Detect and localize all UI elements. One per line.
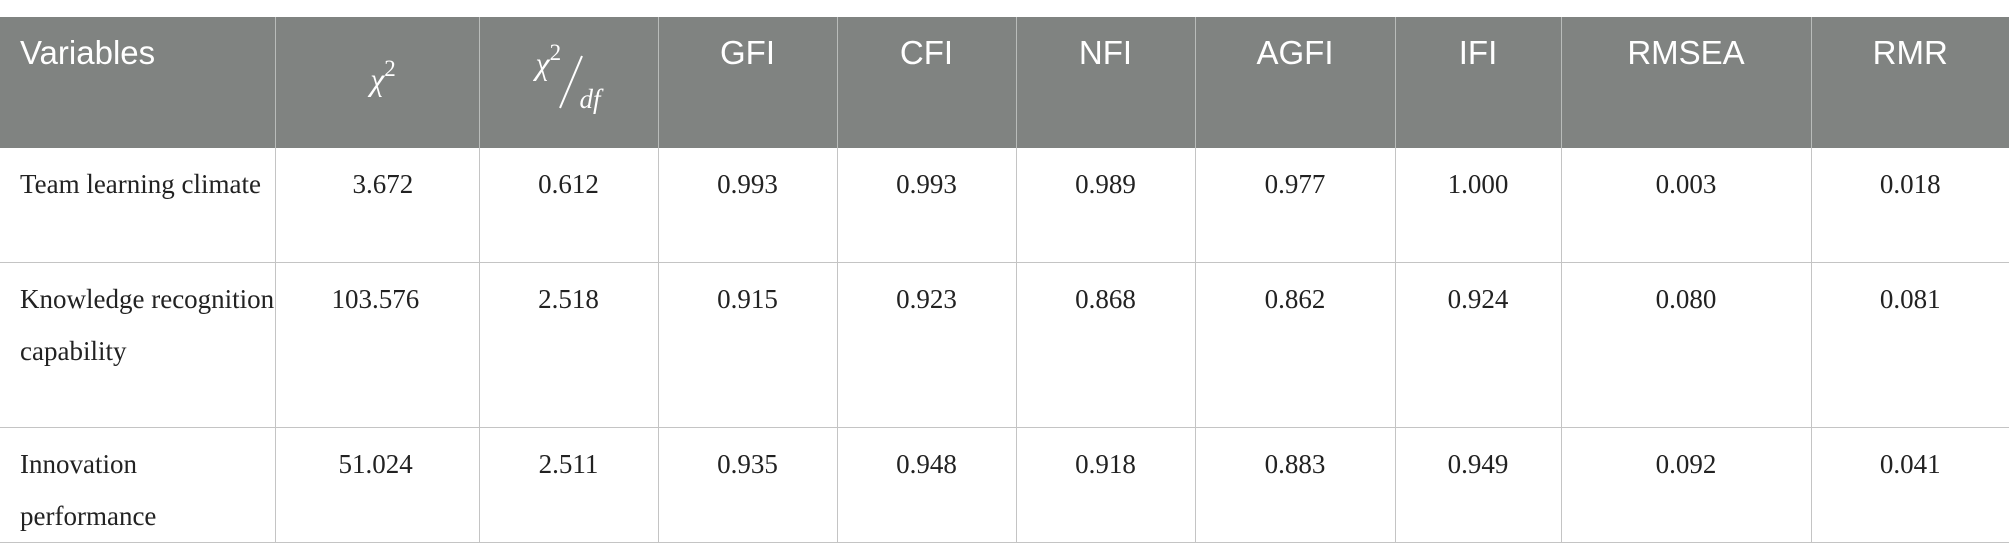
table-row: Knowledge recognition capability 103.576… xyxy=(0,262,2009,428)
chi-square-over-df-symbol: χ2 df xyxy=(535,40,601,114)
header-rmr: RMR xyxy=(1811,17,2009,148)
chi-square-symbol: χ2 xyxy=(370,56,396,97)
cell-variable: Knowledge recognition capability xyxy=(0,262,276,428)
cell-rmr: 0.041 xyxy=(1811,427,2009,543)
cell-rmr: 0.081 xyxy=(1811,262,2009,428)
cell-agfi: 0.977 xyxy=(1195,148,1396,263)
cell-cfi: 0.923 xyxy=(837,262,1017,428)
cell-nfi: 0.868 xyxy=(1016,262,1196,428)
cell-variable: Innovation performance xyxy=(0,427,276,543)
cell-agfi: 0.883 xyxy=(1195,427,1396,543)
cell-gfi: 0.935 xyxy=(658,427,838,543)
header-chi-square-df: χ2 df xyxy=(479,17,659,148)
fraction-slash xyxy=(558,55,583,109)
cell-gfi: 0.993 xyxy=(658,148,838,263)
cell-chi2-df: 0.612 xyxy=(479,148,659,263)
cell-rmsea: 0.080 xyxy=(1561,262,1812,428)
cell-ifi: 0.924 xyxy=(1395,262,1562,428)
cell-ifi: 0.949 xyxy=(1395,427,1562,543)
model-fit-table: Variables χ2 χ2 df GFI CFI NFI AGFI IFI … xyxy=(0,17,2009,543)
table-row: Innovation performance 51.024 2.511 0.93… xyxy=(0,427,2009,543)
cell-chi2: 3.672 xyxy=(275,148,480,263)
cell-chi2-df: 2.518 xyxy=(479,262,659,428)
header-chi-square: χ2 xyxy=(275,17,480,148)
cell-nfi: 0.918 xyxy=(1016,427,1196,543)
cell-cfi: 0.993 xyxy=(837,148,1017,263)
cell-chi2: 51.024 xyxy=(275,427,480,543)
cell-gfi: 0.915 xyxy=(658,262,838,428)
cell-ifi: 1.000 xyxy=(1395,148,1562,263)
header-cfi: CFI xyxy=(837,17,1017,148)
cell-rmr: 0.018 xyxy=(1811,148,2009,263)
cell-chi2-df: 2.511 xyxy=(479,427,659,543)
header-variables: Variables xyxy=(0,17,276,148)
header-gfi: GFI xyxy=(658,17,838,148)
cell-nfi: 0.989 xyxy=(1016,148,1196,263)
cell-cfi: 0.948 xyxy=(837,427,1017,543)
header-agfi: AGFI xyxy=(1195,17,1396,148)
cell-chi2: 103.576 xyxy=(275,262,480,428)
cell-rmsea: 0.003 xyxy=(1561,148,1812,263)
header-rmsea: RMSEA xyxy=(1561,17,1812,148)
header-nfi: NFI xyxy=(1016,17,1196,148)
cell-variable: Team learning climate xyxy=(0,148,276,263)
model-fit-table-container: Variables χ2 χ2 df GFI CFI NFI AGFI IFI … xyxy=(0,17,2009,543)
cell-rmsea: 0.092 xyxy=(1561,427,1812,543)
header-row: Variables χ2 χ2 df GFI CFI NFI AGFI IFI … xyxy=(0,17,2009,148)
table-row: Team learning climate 3.672 0.612 0.993 … xyxy=(0,148,2009,263)
cell-agfi: 0.862 xyxy=(1195,262,1396,428)
header-ifi: IFI xyxy=(1395,17,1562,148)
